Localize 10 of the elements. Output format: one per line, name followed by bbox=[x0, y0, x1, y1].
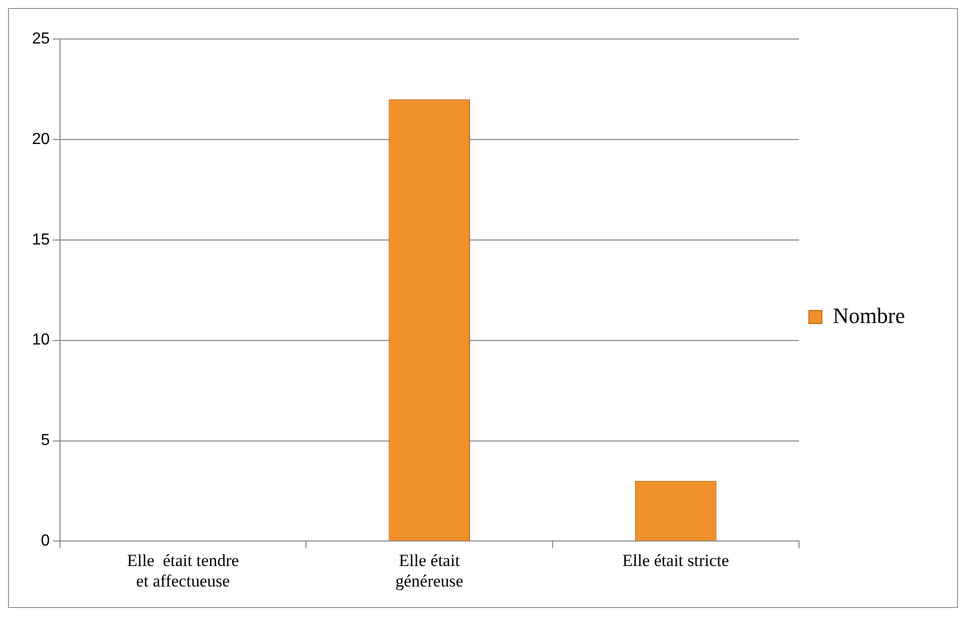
y-tick-label: 20 bbox=[32, 130, 50, 148]
x-tick-label: Elle était généreuse bbox=[395, 550, 464, 590]
y-tick-label: 5 bbox=[40, 432, 50, 450]
legend-label: Nombre bbox=[832, 302, 906, 328]
y-tick-label: 25 bbox=[32, 30, 50, 48]
y-tick-label: 10 bbox=[32, 332, 50, 349]
y-tick-label: 0 bbox=[40, 532, 50, 550]
x-tick-label: Elle était stricte bbox=[622, 550, 730, 570]
y-tick-label: 15 bbox=[32, 231, 50, 248]
x-tick-label: Elle était tendre et affectueuse bbox=[127, 550, 239, 590]
